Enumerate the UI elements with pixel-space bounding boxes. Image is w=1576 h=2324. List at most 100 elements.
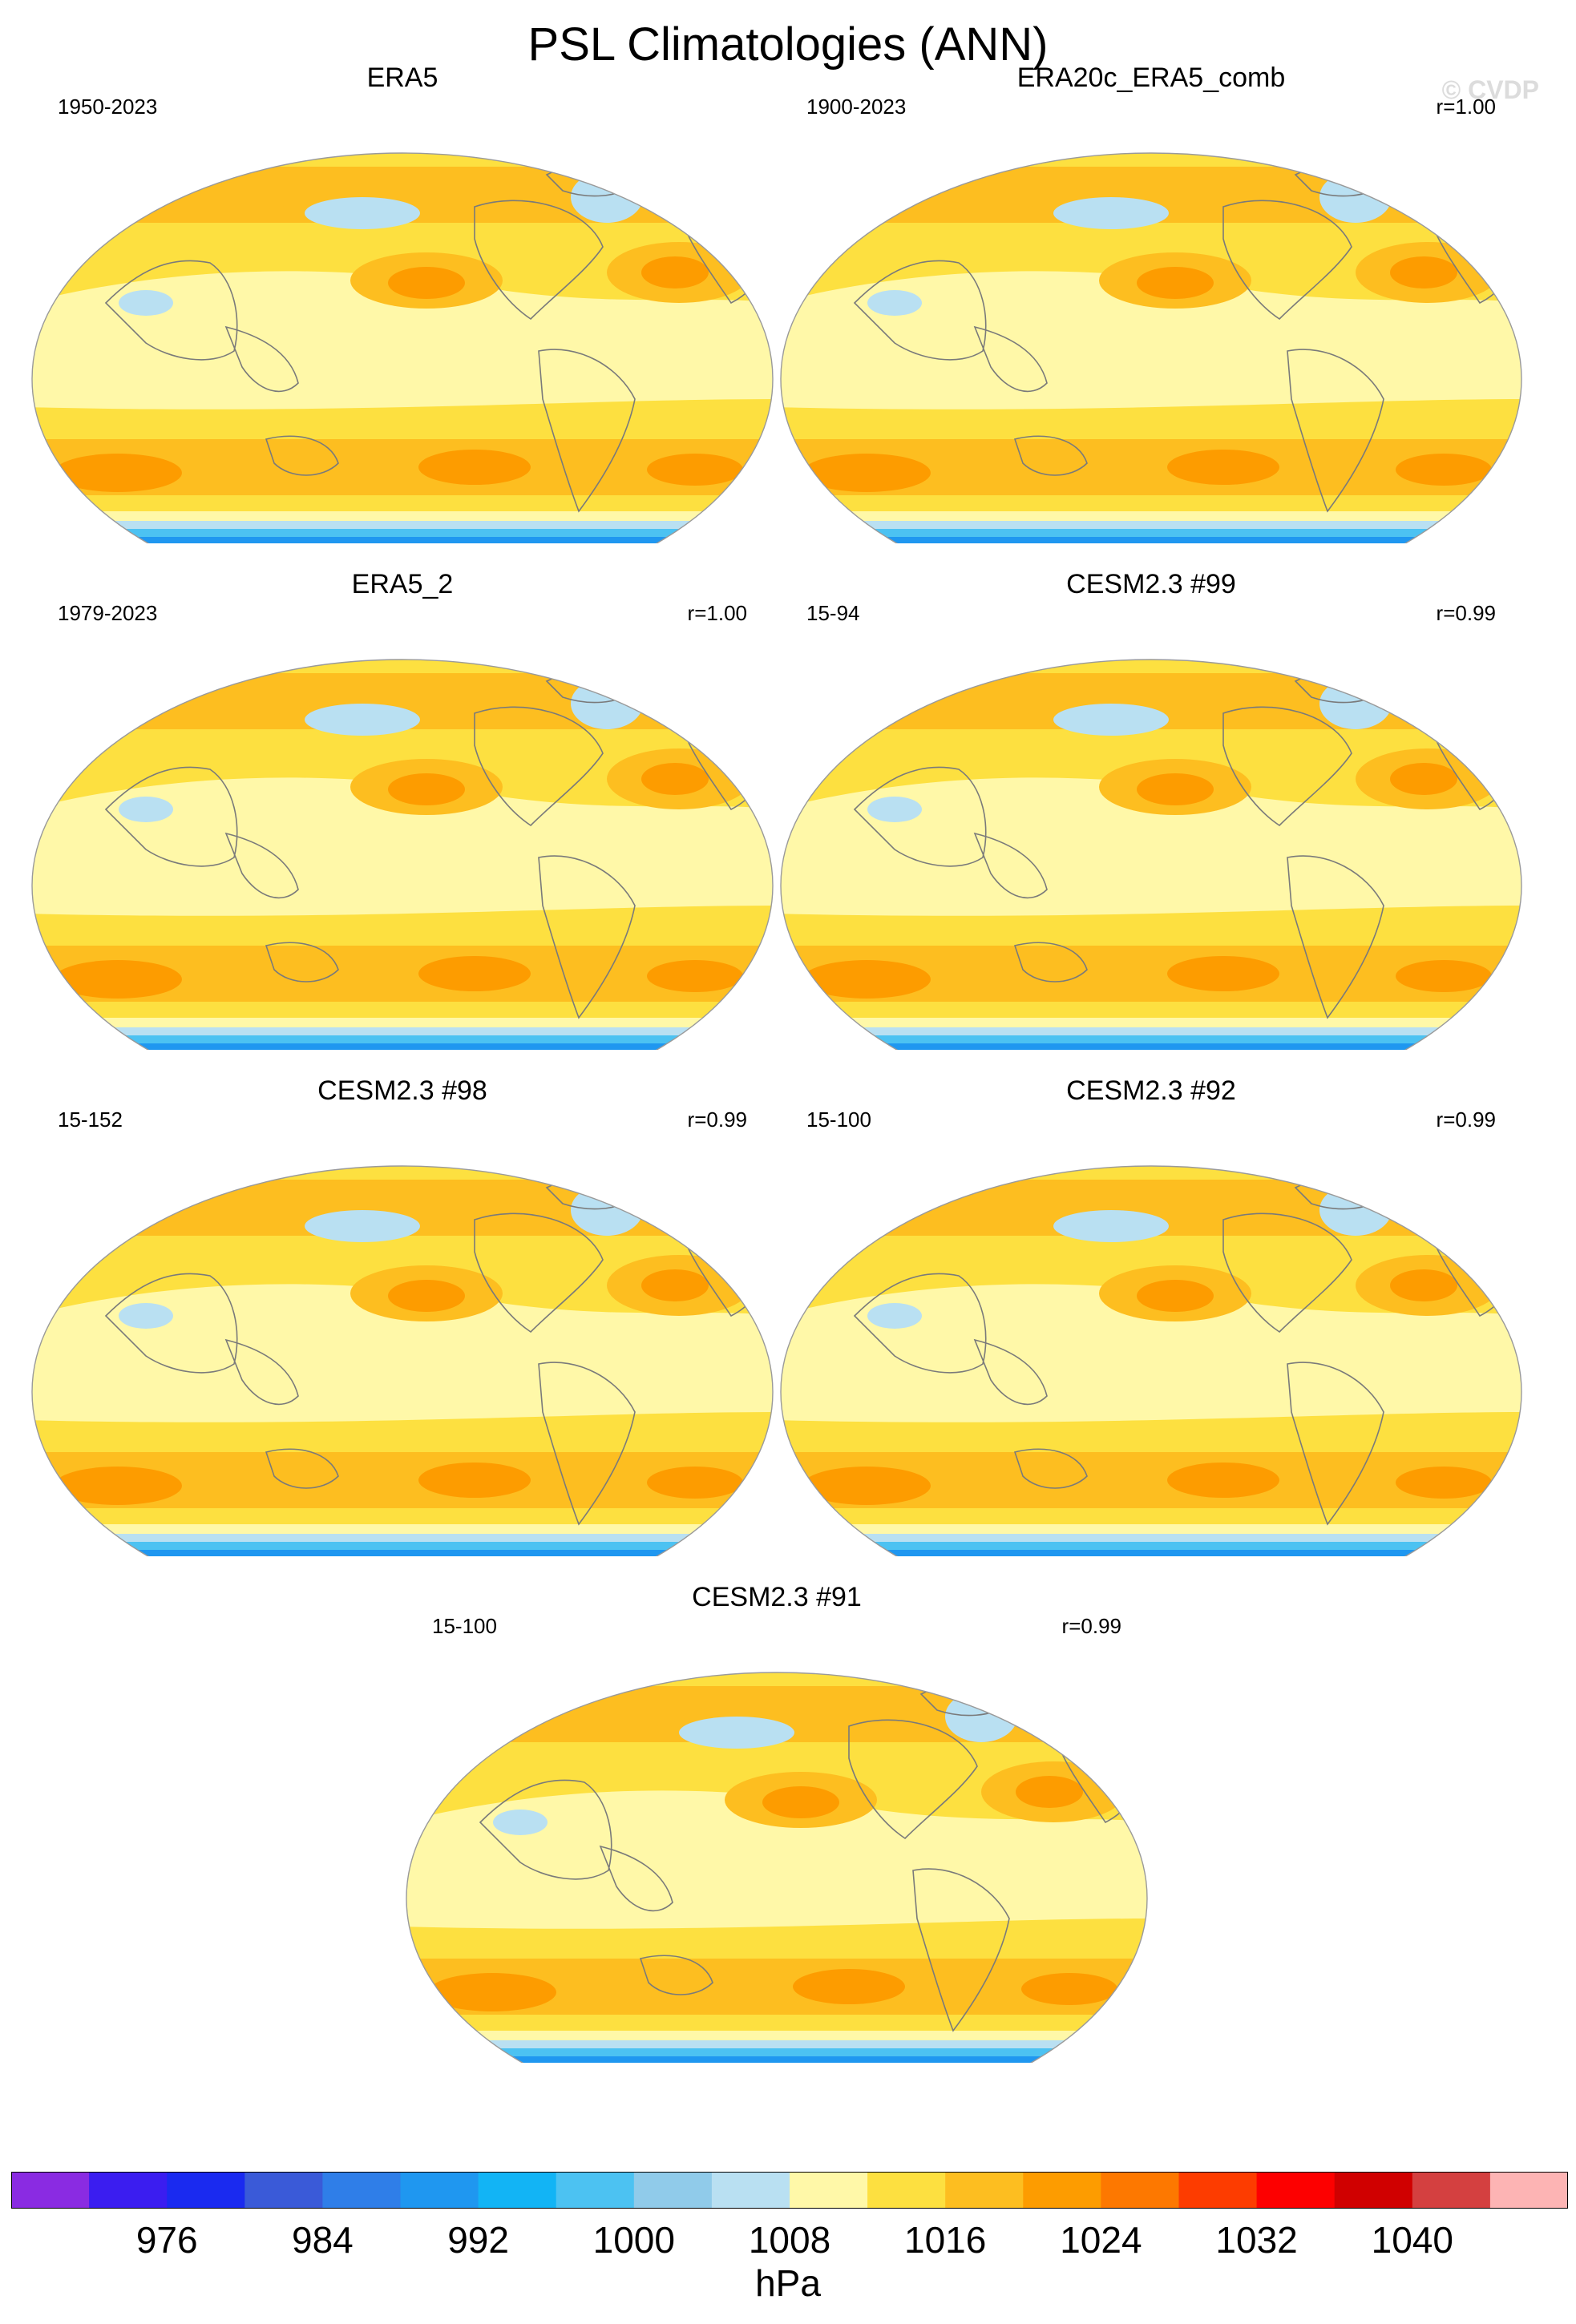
field-band [32, 521, 773, 529]
field-blob [571, 1184, 643, 1236]
coastline [224, 1338, 299, 1406]
field-blob [119, 797, 173, 822]
field-blob [305, 704, 420, 736]
map-outline [31, 659, 774, 1050]
field-blob [802, 454, 931, 492]
colorbar-swatch [322, 2172, 401, 2209]
field-band [32, 1534, 773, 1542]
field-band [32, 1524, 773, 1534]
field-blob [1016, 1776, 1083, 1808]
colorbar-border [11, 2172, 1568, 2209]
coastline [1287, 855, 1384, 1019]
field-band [32, 153, 773, 167]
coastline [474, 200, 604, 321]
coastline [1222, 706, 1352, 827]
colorbar-tick: 1000 [592, 2219, 675, 2261]
coastline [853, 1273, 987, 1374]
map-outline [31, 152, 774, 543]
field-band [790, 153, 1079, 215]
field-band [416, 1672, 705, 1734]
field-band [781, 1284, 1521, 1422]
field-blob [1390, 763, 1457, 795]
panel-correlation: r=1.00 [687, 601, 747, 625]
colorbar-swatch [867, 2172, 946, 2209]
colorbar-tick: 1040 [1371, 2219, 1453, 2261]
field-band [406, 2048, 1147, 2056]
field-band [781, 660, 1521, 673]
map-outline [31, 1165, 774, 1556]
field-blob [119, 290, 173, 316]
colorbar-units: hPa [755, 2262, 821, 2304]
panel-period: 15-152 [58, 1108, 123, 1132]
psl-field [406, 1672, 1147, 2063]
coastline [538, 855, 636, 1019]
field-blob [647, 960, 743, 992]
field-blob [418, 956, 531, 991]
panel-period: 1900-2023 [806, 95, 907, 119]
coastline [1013, 1448, 1088, 1489]
field-band [406, 2056, 1147, 2063]
field-blob [1167, 956, 1279, 991]
field-blob [571, 171, 643, 223]
field-blob [1137, 267, 1214, 299]
panel-period: 15-100 [432, 1614, 497, 1638]
panel-title: ERA5 [366, 63, 438, 93]
field-blob [1137, 1280, 1214, 1312]
field-band [406, 2031, 1147, 2040]
map-cesm-98 [31, 1165, 774, 1556]
map-era20c [780, 152, 1522, 543]
coastline [265, 1448, 339, 1489]
coastline [912, 1868, 1010, 2032]
field-band [32, 1018, 773, 1027]
field-blob [945, 1691, 1017, 1742]
field-band [781, 537, 1521, 543]
field-band [781, 1027, 1521, 1035]
psl-field [32, 1166, 773, 1556]
field-blob [867, 1303, 922, 1329]
colorbar [11, 2172, 1568, 2209]
field-band [781, 271, 1521, 410]
colorbar-swatch [400, 2172, 479, 2209]
field-band [42, 153, 330, 215]
field-blob [1396, 1467, 1492, 1499]
colorbar-swatch [1256, 2172, 1336, 2209]
field-band [42, 1166, 330, 1228]
panel-period: 15-100 [806, 1108, 871, 1132]
field-blob [1390, 256, 1457, 288]
map-era5-2 [31, 659, 774, 1050]
colorbar-swatch [89, 2172, 168, 2209]
field-blob [679, 1717, 794, 1749]
coastline [1287, 349, 1384, 513]
coastline [104, 1273, 238, 1374]
field-blob [54, 960, 182, 999]
map-panel-era5-2: ERA5_2 1979-2023 r=1.00 [26, 569, 779, 1050]
field-band [781, 1166, 1521, 1180]
field-blob [867, 797, 922, 822]
psl-field [781, 1166, 1521, 1556]
psl-field [32, 153, 773, 543]
panel-title: CESM2.3 #92 [1066, 1075, 1236, 1106]
field-blob [647, 1467, 743, 1499]
colorbar-swatch [633, 2172, 713, 2209]
field-blob [802, 960, 931, 999]
colorbar-tick: 1024 [1060, 2219, 1142, 2261]
colorbar-tick: 1016 [904, 2219, 987, 2261]
panel-correlation: r=0.99 [1061, 1614, 1121, 1638]
colorbar-swatch [1412, 2172, 1491, 2209]
field-blob [418, 1463, 531, 1498]
map-outline [780, 1165, 1522, 1556]
field-band [32, 1284, 773, 1422]
field-blob [793, 1969, 905, 2004]
coastline [224, 325, 299, 393]
field-band [406, 1790, 1147, 1929]
field-band [32, 1035, 773, 1043]
field-band [781, 1524, 1521, 1534]
colorbar-swatch [790, 2172, 868, 2209]
field-band [42, 660, 330, 721]
map-cesm-91 [406, 1672, 1148, 2063]
colorbar-tick: 976 [135, 2219, 198, 2261]
colorbar-tick: 992 [447, 2219, 509, 2261]
field-blob [1021, 1973, 1117, 2005]
coastline [853, 766, 987, 867]
coastline [973, 832, 1048, 899]
